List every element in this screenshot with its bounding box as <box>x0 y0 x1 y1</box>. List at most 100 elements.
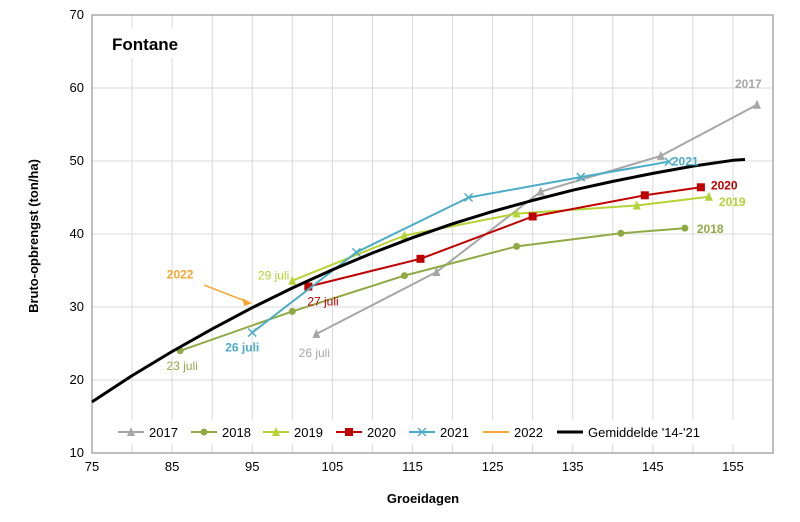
data-point-circle <box>288 307 296 315</box>
data-point-x <box>417 427 427 437</box>
plot-frame <box>91 14 774 454</box>
data-point-circle <box>200 428 208 436</box>
legend-item: Gemiddelde '14-'21 <box>557 425 700 440</box>
series-2020 <box>304 183 705 291</box>
series-group <box>91 99 761 404</box>
data-point-x-stroke <box>351 247 361 257</box>
y-tick-label: 50 <box>70 153 84 168</box>
y-tick-label: 10 <box>70 445 84 460</box>
start-label-2021: 26 juli <box>225 341 259 355</box>
series-2017 <box>312 99 761 339</box>
x-axis-ticks: 75 85 95 105 115 125 135 145 155 <box>85 459 744 474</box>
data-point-square <box>528 212 537 221</box>
legend-item: 2022 <box>483 425 543 440</box>
data-point-circle <box>617 229 625 237</box>
x-tick-label: 95 <box>245 459 259 474</box>
data-point-triangle <box>127 427 135 436</box>
start-label-2018: 23 juli <box>166 359 197 373</box>
x-tick-label: 105 <box>322 459 344 474</box>
data-point-circle <box>681 224 689 232</box>
title-box <box>103 28 193 58</box>
series-line <box>91 158 746 404</box>
data-point-x-stroke <box>247 328 257 338</box>
legend-label: 2017 <box>149 425 178 440</box>
start-label-2017: 26 juli <box>299 346 330 360</box>
label-2021: 2021 <box>672 155 699 169</box>
data-point-x-stroke <box>464 192 474 203</box>
y-tick-label: 70 <box>70 7 84 22</box>
x-tick-label: 85 <box>165 459 179 474</box>
data-point-triangle <box>704 191 713 201</box>
legend-label: Gemiddelde '14-'21 <box>588 425 700 440</box>
legend-label: 2022 <box>514 425 543 440</box>
series-2021 <box>247 157 674 338</box>
chart-title: Fontane <box>112 35 178 54</box>
y-tick-label: 40 <box>70 226 84 241</box>
data-point-triangle <box>288 275 297 285</box>
x-tick-label: 155 <box>722 459 744 474</box>
legend-item: 2019 <box>263 425 323 440</box>
data-point-triangle <box>656 150 665 160</box>
grid-lines <box>92 15 773 453</box>
data-point-square <box>696 183 705 192</box>
series-2019 <box>288 191 713 285</box>
legend-item: 2018 <box>191 425 251 440</box>
data-point-triangle <box>512 208 521 218</box>
data-point-x-stroke <box>664 157 674 167</box>
y-tick-label: 30 <box>70 299 84 314</box>
data-point-x <box>664 157 674 167</box>
series-gemiddelde-14-21 <box>91 158 746 404</box>
data-point-x <box>247 328 257 338</box>
label-2018: 2018 <box>697 222 724 236</box>
data-point-x <box>464 192 474 203</box>
series-line <box>179 227 685 352</box>
data-point-circle <box>400 272 408 280</box>
legend-item: 2020 <box>336 425 396 440</box>
legend-item: 2021 <box>409 425 469 440</box>
legend-label: 2020 <box>367 425 396 440</box>
x-tick-label: 75 <box>85 459 99 474</box>
data-point-square <box>304 282 313 291</box>
y-tick-label: 20 <box>70 372 84 387</box>
label-2020: 2020 <box>711 178 738 192</box>
arrow-2022-head <box>242 298 253 307</box>
data-point-triangle <box>400 230 409 240</box>
legend: 2017 2018 2019 2020 2021 2022 Gemiddelde '14-'… <box>108 420 768 444</box>
annotations: 2017 2021 2020 2019 2018 29 juli 27 juli 26 jul… <box>166 77 762 373</box>
y-axis-title: Bruto-opbrengst (ton/ha) <box>26 159 41 313</box>
legend-box <box>108 420 768 444</box>
y-tick-label: 60 <box>70 80 84 95</box>
legend-label: 2021 <box>440 425 469 440</box>
arrow-2022-line <box>203 284 249 303</box>
x-tick-label: 115 <box>402 459 423 474</box>
legend-label: 2019 <box>294 425 323 440</box>
legend-label: 2018 <box>222 425 251 440</box>
x-axis-title: Groeidagen <box>387 491 459 506</box>
data-point-triangle <box>312 329 321 339</box>
label-2017: 2017 <box>735 77 762 91</box>
legend-item: 2017 <box>118 425 178 440</box>
start-label-2019: 29 juli <box>258 269 289 283</box>
label-2019: 2019 <box>719 195 746 209</box>
data-point-triangle <box>752 99 761 109</box>
start-label-2020: 27 juli <box>307 295 338 309</box>
data-point-square <box>345 428 353 436</box>
data-point-triangle <box>536 186 545 196</box>
series-2018 <box>176 224 689 355</box>
data-point-x-stroke <box>417 427 427 437</box>
data-point-x <box>576 172 586 182</box>
data-point-square <box>416 254 425 263</box>
label-2022: 2022 <box>167 268 194 282</box>
data-point-triangle <box>632 200 641 210</box>
data-point-triangle <box>432 266 441 276</box>
data-point-square <box>640 191 649 200</box>
data-point-triangle <box>272 427 280 436</box>
x-tick-label: 145 <box>642 459 664 474</box>
x-tick-label: 135 <box>562 459 584 474</box>
data-point-x <box>351 247 361 257</box>
y-axis-ticks: 10 20 30 40 50 60 70 <box>70 7 84 460</box>
x-tick-label: 125 <box>482 459 504 474</box>
data-point-x-stroke <box>576 172 586 182</box>
data-point-circle <box>513 242 521 250</box>
